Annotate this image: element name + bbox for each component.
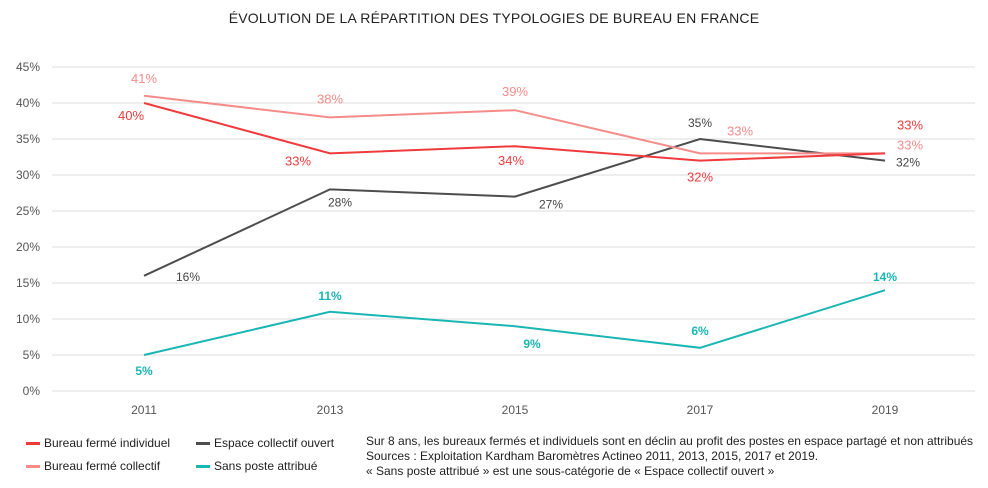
note-sources: Sources : Exploitation Kardham Baromètre… — [366, 449, 819, 463]
legend-label: Espace collectif ouvert — [214, 436, 335, 450]
legend-item: Bureau fermé collectif — [26, 459, 160, 473]
data-label: 33% — [897, 117, 923, 132]
legend-swatch — [26, 464, 40, 468]
data-label: 41% — [131, 71, 157, 86]
y-tick-label: 10% — [16, 312, 40, 326]
series-line — [143, 289, 886, 356]
data-label: 16% — [176, 270, 200, 284]
chart-notes: Sur 8 ans, les bureaux fermés et individ… — [366, 434, 973, 479]
data-label: 33% — [897, 137, 923, 152]
y-tick-label: 40% — [16, 96, 40, 110]
data-label: 28% — [328, 195, 352, 209]
legend-label: Sans poste attribué — [214, 459, 318, 473]
data-label: 6% — [691, 324, 709, 338]
y-tick-label: 20% — [16, 240, 40, 254]
y-tick-label: 30% — [16, 168, 40, 182]
data-label: 33% — [285, 153, 311, 168]
legend-item: Sans poste attribué — [196, 459, 317, 473]
series-line — [143, 137, 886, 277]
data-label: 32% — [896, 156, 920, 170]
x-tick-label: 2017 — [687, 403, 714, 417]
x-tick-label: 2019 — [872, 403, 899, 417]
data-label: 34% — [498, 153, 524, 168]
series-line — [143, 94, 885, 155]
data-label: 27% — [539, 198, 563, 212]
y-tick-label: 0% — [23, 384, 41, 398]
y-tick-label: 5% — [23, 348, 41, 362]
data-label: 11% — [318, 289, 342, 303]
data-label: 14% — [873, 270, 897, 284]
legend-swatch — [26, 441, 40, 445]
y-tick-label: 35% — [16, 132, 40, 146]
legend-item: Espace collectif ouvert — [196, 436, 334, 450]
legend-label: Bureau fermé collectif — [44, 459, 161, 473]
y-tick-label: 25% — [16, 204, 40, 218]
legend-swatch — [196, 464, 210, 468]
legend-swatch — [196, 441, 210, 445]
x-tick-label: 2013 — [317, 403, 344, 417]
x-tick-label: 2015 — [502, 403, 529, 417]
data-label: 33% — [727, 123, 753, 138]
data-label: 38% — [317, 91, 343, 106]
x-tick-label: 2011 — [131, 403, 157, 417]
data-label: 35% — [688, 116, 712, 130]
series-line — [143, 102, 886, 162]
data-label: 39% — [502, 84, 528, 99]
data-label: 40% — [118, 108, 144, 123]
chart-title: ÉVOLUTION DE LA RÉPARTITION DES TYPOLOGI… — [228, 10, 760, 26]
line-chart: 0% 5% 10% 15% 20% 25% 30% 35% 40% 45% 2011 2013 2015… — [16, 60, 975, 417]
legend-item: Bureau fermé individuel — [26, 436, 170, 450]
data-label: 32% — [687, 170, 713, 185]
legend-label: Bureau fermé individuel — [44, 436, 171, 450]
y-tick-label: 15% — [16, 276, 40, 290]
note-summary: Sur 8 ans, les bureaux fermés et individ… — [366, 434, 974, 448]
data-label: 9% — [523, 337, 541, 351]
data-label: 5% — [135, 364, 153, 378]
y-tick-label: 45% — [16, 60, 40, 74]
note-definition: « Sans poste attribué » est une sous-cat… — [366, 464, 775, 478]
